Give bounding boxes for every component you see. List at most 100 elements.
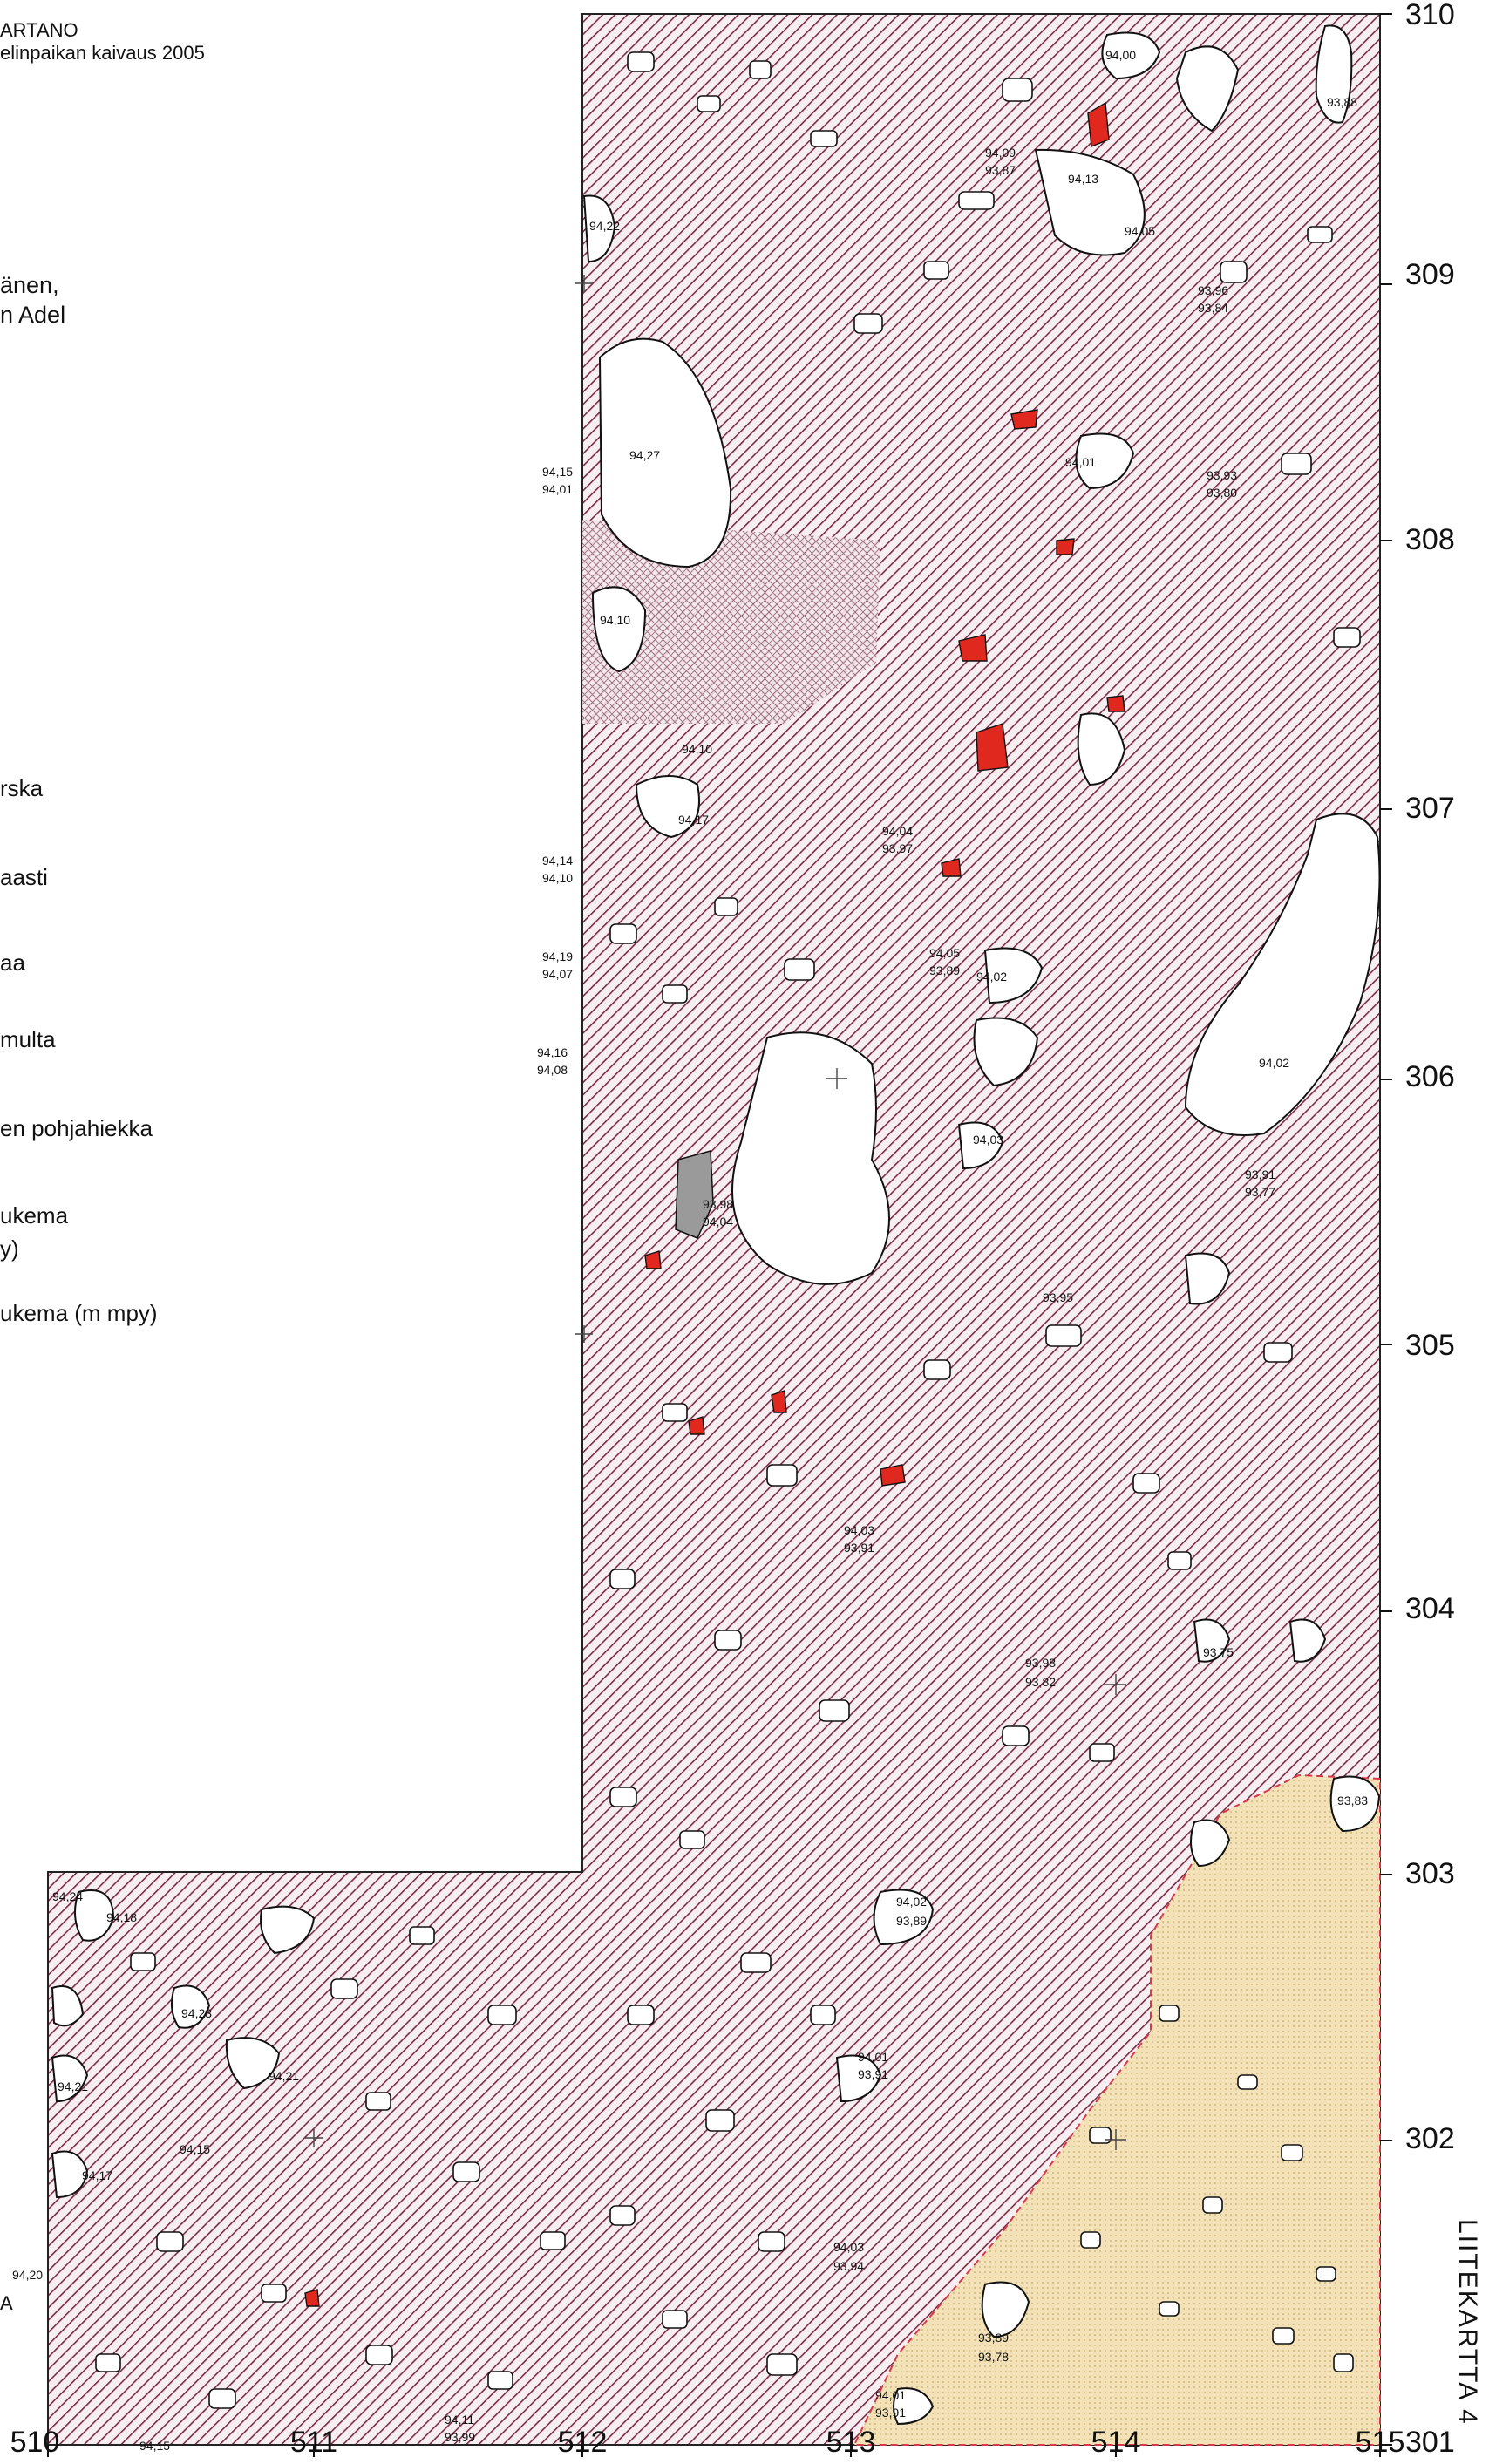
elevation-label: 93,99 (445, 2430, 475, 2444)
elevation-label: 93,77 (1245, 1185, 1275, 1199)
legend-label: multa (0, 1026, 56, 1052)
elevation-label: 94,04 (882, 824, 913, 838)
elevation-label: 94,01 (858, 2050, 888, 2064)
elevation-label: 94,04 (703, 1215, 733, 1229)
x-axis-label: 512 (557, 2426, 608, 2459)
elevation-label: 94,03 (844, 1523, 874, 1537)
elevation-label: 94,01 (875, 2388, 906, 2402)
x-axis-label: 511 (289, 2426, 338, 2459)
elevation-label: 93,91 (844, 1541, 874, 1555)
elevation-label: 93,98 (703, 1197, 733, 1211)
side-title: LIITEKARTTA 4 (1453, 2219, 1482, 2426)
legend-label: y) (0, 1235, 19, 1262)
elevation-label: 93,89 (896, 1914, 927, 1928)
elevation-label: 93,83 (1337, 1794, 1368, 1807)
elevation-label: 94,10 (542, 871, 573, 885)
elevation-labels: 94,00 93,88 94,13 94,05 94,27 94,22 94,1… (12, 48, 1368, 2453)
header-author-line2: n Adel (0, 302, 66, 328)
elevation-label: 94,15 (180, 2142, 210, 2156)
elevation-label: 94,01 (542, 482, 573, 496)
elevation-label: 94,00 (1105, 48, 1136, 62)
x-axis-label: 515 (1355, 2426, 1405, 2459)
elevation-label: 94,05 (929, 946, 960, 960)
elevation-label: 93,96 (1198, 283, 1228, 297)
elevation-label: 94,07 (542, 967, 573, 981)
header-author-line1: änen, (0, 272, 59, 298)
y-axis-label: 305 (1405, 1329, 1455, 1362)
elevation-label: 94,09 (985, 146, 1016, 160)
elevation-label: 93,80 (1207, 486, 1237, 500)
elevation-label: 94,17 (82, 2168, 112, 2182)
y-axis-label: 307 (1405, 792, 1455, 825)
elevation-label: 93,91 (1245, 1167, 1275, 1181)
x-axis-label: 514 (1091, 2426, 1141, 2459)
header-subtitle: elinpaikan kaivaus 2005 (0, 42, 205, 64)
y-axis-label: 309 (1405, 258, 1455, 291)
elevation-label: 94,08 (537, 1063, 568, 1077)
y-axis-label: 303 (1405, 1857, 1455, 1890)
elevation-label: 93,93 (1207, 468, 1237, 482)
elevation-label: 94,22 (589, 219, 620, 233)
elevation-label: 94,14 (542, 854, 573, 868)
elevation-label: 94,13 (1068, 172, 1098, 186)
elevation-label: 94,24 (52, 1889, 83, 1903)
elevation-label: 93,94 (833, 2259, 864, 2273)
red-finds (304, 101, 1125, 2307)
elevation-label: 94,02 (896, 1895, 927, 1909)
y-axis-label: 306 (1405, 1060, 1455, 1093)
elevation-label: 94,16 (537, 1045, 568, 1059)
elevation-label: 94,17 (678, 813, 709, 827)
elevation-label: 94,01 (1065, 455, 1096, 469)
grey-find (675, 1150, 714, 1239)
x-axis-label: 510 (10, 2426, 60, 2459)
legend-label: rska (0, 775, 44, 801)
y-axis-label: 308 (1405, 523, 1455, 556)
y-axis-label: 301 (1405, 2426, 1455, 2459)
elevation-label: 94,11 (445, 2413, 474, 2427)
elevation-label: 94,02 (976, 970, 1007, 984)
legend-label: aasti (0, 864, 48, 890)
elevation-label: 93,89 (978, 2331, 1009, 2345)
legend-label: A (0, 2292, 13, 2314)
y-axis-label: 304 (1405, 1592, 1455, 1625)
elevation-label: 94,10 (600, 613, 630, 627)
elevation-label: 94,02 (1259, 1056, 1289, 1070)
elevation-label: 94,10 (682, 742, 712, 756)
elevation-label: 94,21 (269, 2069, 299, 2083)
grid-crosses (305, 275, 1126, 2150)
y-axis-label: 310 (1405, 0, 1455, 31)
legend-label: ukema (m mpy) (0, 1300, 158, 1326)
elevation-label: 94,21 (58, 2079, 88, 2093)
elevation-label: 93,95 (1043, 1290, 1073, 1304)
elevation-label: 94,20 (12, 2268, 43, 2282)
elevation-label: 94,15 (139, 2439, 170, 2453)
legend-label: en pohjahiekka (0, 1115, 153, 1141)
elevation-label: 94,27 (629, 448, 660, 462)
elevation-label: 94,05 (1125, 224, 1155, 238)
elevation-label: 94,03 (973, 1133, 1003, 1147)
elevation-label: 94,18 (106, 1910, 137, 1924)
sand-area (853, 1773, 1381, 2446)
stones-small (95, 51, 1361, 2409)
elevation-label: 93,97 (882, 841, 913, 855)
axis-ticks (47, 13, 1392, 2457)
legend-label: ukema (0, 1202, 69, 1229)
cross-hatched-zone (582, 520, 880, 724)
elevation-label: 93,91 (875, 2406, 906, 2420)
elevation-label: 94,03 (833, 2240, 864, 2254)
elevation-label: 94,23 (181, 2006, 212, 2020)
elevation-label: 93,82 (1025, 1675, 1056, 1689)
elevation-label: 93,75 (1203, 1645, 1234, 1659)
stones-large (51, 24, 1381, 2426)
elevation-label: 93,78 (978, 2350, 1009, 2364)
legend-label: aa (0, 950, 25, 976)
y-axis-label: 302 (1405, 2122, 1455, 2155)
header-title: ARTANO (0, 19, 78, 41)
x-axis-label: 513 (826, 2426, 876, 2459)
elevation-label: 94,19 (542, 950, 573, 963)
elevation-label: 93,98 (1025, 1656, 1056, 1670)
elevation-label: 93,89 (929, 963, 960, 977)
elevation-label: 93,88 (1327, 95, 1357, 109)
elevation-label: 93,87 (985, 163, 1016, 177)
